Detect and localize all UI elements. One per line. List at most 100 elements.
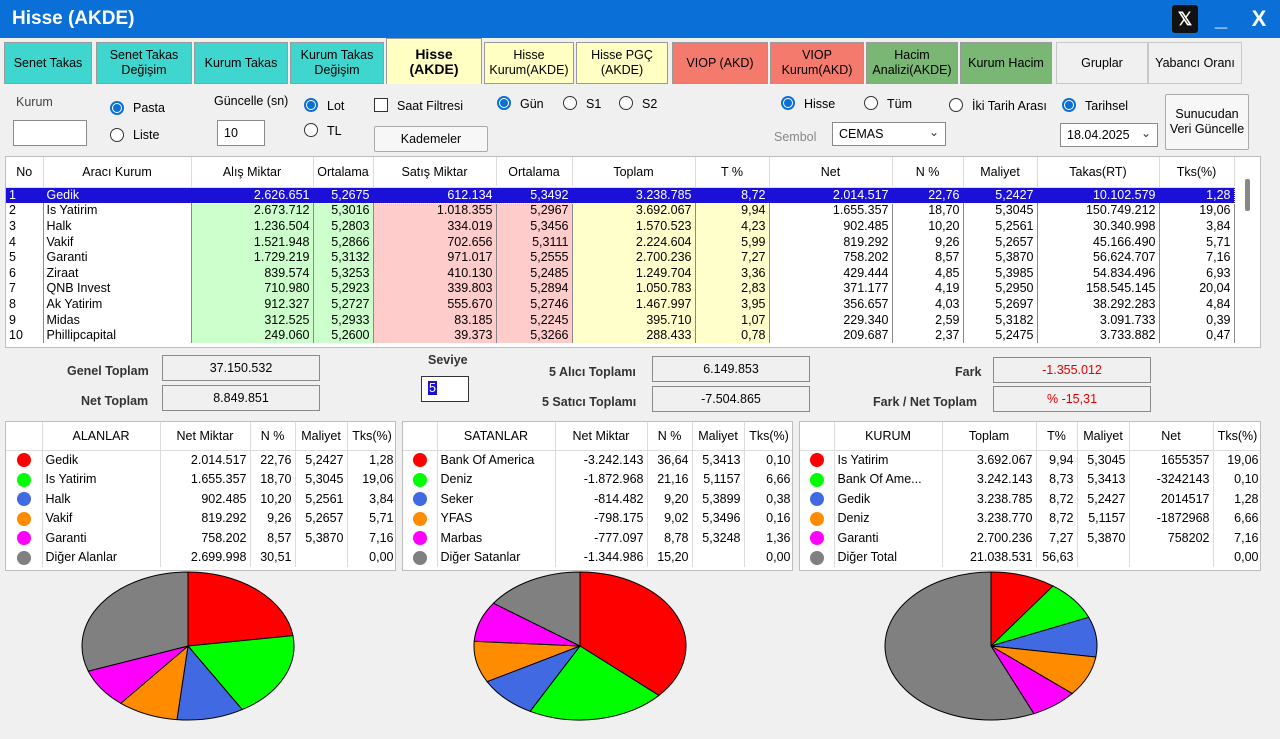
guncelle-input[interactable]: 10 bbox=[217, 120, 265, 146]
kademeler-button[interactable]: Kademeler bbox=[374, 126, 488, 152]
column-header[interactable]: Aracı Kurum bbox=[43, 157, 192, 188]
column-header[interactable]: KURUM bbox=[834, 422, 943, 451]
gun-radio[interactable] bbox=[497, 96, 511, 110]
list-item[interactable]: Gedik 3.238.785 8,72 5,2427 2014517 1,28 bbox=[800, 489, 1260, 509]
table-row[interactable]: 2 Is Yatirim 2.673.712 5,3016 1.018.355 5,296… bbox=[6, 202, 1235, 219]
column-header[interactable]: Maliyet bbox=[963, 157, 1038, 188]
column-header[interactable]: Takas(RT) bbox=[1037, 157, 1160, 188]
column-header[interactable]: N % bbox=[250, 422, 296, 451]
list-item[interactable]: Gedik 2.014.517 22,76 5,2427 1,28 bbox=[6, 450, 395, 470]
x-logo-icon[interactable]: 𝕏 bbox=[1172, 5, 1198, 33]
column-header[interactable]: Maliyet bbox=[295, 422, 348, 451]
tab-9[interactable]: Hacim Analizi(AKDE) bbox=[866, 42, 958, 84]
tarihsel-radio[interactable] bbox=[1062, 98, 1076, 112]
column-header[interactable]: Maliyet bbox=[692, 422, 745, 451]
liste-radio[interactable] bbox=[110, 128, 124, 142]
table-row[interactable]: 9 Midas 312.525 5,2933 83.185 5,2245 395.710 1,… bbox=[6, 311, 1235, 328]
tab-2[interactable]: Kurum Takas bbox=[194, 42, 288, 84]
pasta-radio[interactable] bbox=[110, 101, 124, 115]
column-header[interactable]: Tks(%) bbox=[1213, 422, 1260, 451]
list-item[interactable]: Diğer Total 21.038.531 56,63 0,00 bbox=[800, 547, 1260, 567]
column-header[interactable]: Toplam bbox=[572, 157, 696, 188]
table-row[interactable]: 1 Gedik 2.626.651 5,2675 612.134 5,3492 3.238.… bbox=[6, 186, 1235, 204]
list-item[interactable]: Bank Of Ame... 3.242.143 8,73 5,3413 -324214… bbox=[800, 469, 1260, 489]
table-row[interactable]: 5 Garanti 1.729.219 5,3132 971.017 5,2555 2.70… bbox=[6, 249, 1235, 265]
table-row[interactable]: 10 Phillipcapital 249.060 5,2600 39.373 5,326… bbox=[6, 327, 1235, 343]
column-header[interactable]: N % bbox=[647, 422, 693, 451]
column-header[interactable]: Tks(%) bbox=[347, 422, 395, 451]
column-header[interactable]: Alış Miktar bbox=[191, 157, 314, 188]
tab-12[interactable]: Yabancı Oranı bbox=[1148, 42, 1242, 84]
column-header[interactable] bbox=[6, 422, 43, 451]
list-item[interactable]: Is Yatirim 1.655.357 18,70 5,3045 19,06 bbox=[6, 469, 395, 489]
tab-5[interactable]: Hisse Kurum(AKDE) bbox=[484, 42, 574, 84]
list-item[interactable]: Diğer Satanlar -1.344.986 15,20 0,00 bbox=[403, 547, 792, 567]
close-button[interactable]: X bbox=[1251, 6, 1267, 31]
lot-radio[interactable] bbox=[304, 98, 318, 112]
tab-8[interactable]: VIOP Kurum(AKD) bbox=[770, 42, 864, 84]
list-item[interactable]: Marbas -777.097 8,78 5,3248 1,36 bbox=[403, 528, 792, 548]
tum-radio[interactable] bbox=[864, 96, 878, 110]
column-header[interactable]: Tks(%) bbox=[744, 422, 792, 451]
table-row[interactable]: 6 Ziraat 839.574 5,3253 410.130 5,2485 1.249.7… bbox=[6, 264, 1235, 281]
column-header[interactable]: Net Miktar bbox=[160, 422, 251, 451]
column-header[interactable]: T % bbox=[695, 157, 770, 188]
list-item[interactable]: YFAS -798.175 9,02 5,3496 0,16 bbox=[403, 508, 792, 528]
tab-0[interactable]: Senet Takas bbox=[4, 42, 92, 84]
iki-tarih-radio[interactable] bbox=[949, 98, 963, 112]
sembol-dropdown[interactable]: CEMAS ⌄ bbox=[832, 122, 946, 146]
table-row[interactable]: 4 Vakif 1.521.948 5,2866 702.656 5,3111 2.224.… bbox=[6, 233, 1235, 250]
tab-4[interactable]: Hisse (AKDE) bbox=[386, 38, 482, 84]
s2-radio[interactable] bbox=[619, 96, 633, 110]
list-item[interactable]: Deniz 3.238.770 8,72 5,1157 -1872968 6,66 bbox=[800, 508, 1260, 528]
scroll-thumb[interactable] bbox=[1245, 179, 1250, 211]
column-header[interactable]: Toplam bbox=[942, 422, 1037, 451]
table-row[interactable]: 7 QNB Invest 710.980 5,2923 339.803 5,2894 1.0… bbox=[6, 280, 1235, 297]
column-header[interactable]: N % bbox=[892, 157, 964, 188]
tab-10[interactable]: Kurum Hacim bbox=[960, 42, 1052, 84]
sunucudan-guncelle-button[interactable]: Sunucudan Veri Güncelle bbox=[1165, 94, 1249, 150]
column-header[interactable]: Maliyet bbox=[1077, 422, 1130, 451]
table-cell: 5,2675 bbox=[313, 187, 374, 203]
list-item[interactable]: Diğer Alanlar 2.699.998 30,51 0,00 bbox=[6, 547, 395, 567]
tarih-dropdown[interactable]: 18.04.2025 ⌄ bbox=[1060, 123, 1158, 147]
column-header[interactable] bbox=[800, 422, 835, 451]
tab-7[interactable]: VIOP (AKD) bbox=[672, 42, 768, 84]
column-header[interactable]: Satış Miktar bbox=[373, 157, 497, 188]
minimize-button[interactable]: _ bbox=[1214, 6, 1228, 31]
saat-filtresi-checkbox[interactable] bbox=[374, 98, 388, 112]
column-header[interactable] bbox=[403, 422, 438, 451]
column-header[interactable]: Net bbox=[769, 157, 893, 188]
tab-6[interactable]: Hisse PGÇ (AKDE) bbox=[576, 42, 668, 84]
column-header[interactable]: Ortalama bbox=[496, 157, 573, 188]
tab-1[interactable]: Senet Takas Değişim bbox=[96, 42, 192, 84]
list-item[interactable]: Seker -814.482 9,20 5,3899 0,38 bbox=[403, 489, 792, 509]
table-row[interactable]: 3 Halk 1.236.504 5,2803 334.019 5,3456 1.570.5… bbox=[6, 218, 1235, 234]
column-header[interactable]: ALANLAR bbox=[42, 422, 161, 451]
list-item[interactable]: Garanti 2.700.236 7,27 5,3870 758202 7,16 bbox=[800, 528, 1260, 548]
list-item[interactable]: Deniz -1.872.968 21,16 5,1157 6,66 bbox=[403, 469, 792, 489]
list-item[interactable]: Garanti 758.202 8,57 5,3870 7,16 bbox=[6, 528, 395, 548]
vertical-scrollbar[interactable] bbox=[1236, 157, 1260, 347]
column-header[interactable]: Ortalama bbox=[313, 157, 374, 188]
column-header[interactable]: SATANLAR bbox=[437, 422, 556, 451]
list-item[interactable]: Vakif 819.292 9,26 5,2657 5,71 bbox=[6, 508, 395, 528]
tab-3[interactable]: Kurum Takas Değişim bbox=[290, 42, 384, 84]
tl-radio[interactable] bbox=[304, 123, 318, 137]
column-header[interactable]: T% bbox=[1036, 422, 1078, 451]
column-header[interactable]: Net bbox=[1129, 422, 1214, 451]
table-cell: 971.017 bbox=[373, 249, 497, 265]
s1-radio[interactable] bbox=[563, 96, 577, 110]
seviye-input[interactable]: 5 bbox=[421, 376, 469, 402]
list-item[interactable]: Bank Of America -3.242.143 36,64 5,3413 0,10 bbox=[403, 450, 792, 470]
kurum-input[interactable] bbox=[13, 120, 87, 146]
list-item[interactable]: Is Yatirim 3.692.067 9,94 5,3045 1655357 19,0… bbox=[800, 450, 1260, 470]
list-item[interactable]: Halk 902.485 10,20 5,2561 3,84 bbox=[6, 489, 395, 509]
tab-11[interactable]: Gruplar bbox=[1056, 42, 1148, 84]
column-header[interactable]: Tks(%) bbox=[1159, 157, 1235, 188]
table-cell: 1.570.523 bbox=[572, 218, 696, 234]
table-row[interactable]: 8 Ak Yatirim 912.327 5,2727 555.670 5,2746 1.4… bbox=[6, 296, 1235, 312]
hisse-radio[interactable] bbox=[781, 96, 795, 110]
column-header[interactable]: Net Miktar bbox=[555, 422, 648, 451]
column-header[interactable]: No bbox=[6, 157, 44, 188]
